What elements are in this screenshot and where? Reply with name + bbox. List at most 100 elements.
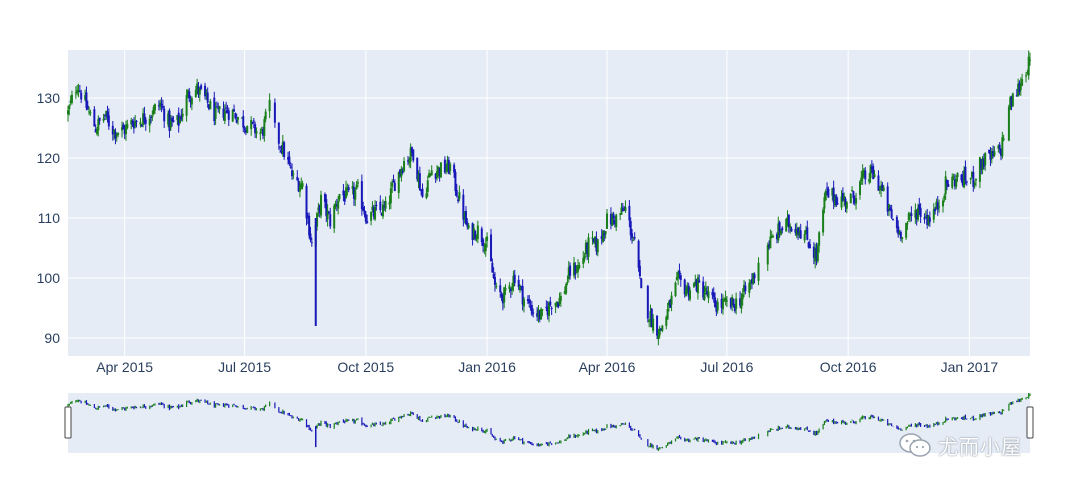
candle-body <box>864 170 867 180</box>
candle-body <box>637 240 640 268</box>
candle-body <box>215 106 218 108</box>
candle-body <box>495 285 498 287</box>
candle-body <box>383 206 386 208</box>
candle-body <box>965 181 968 183</box>
candle-body <box>971 171 974 177</box>
candle-body <box>360 181 363 210</box>
candle-body <box>545 306 548 309</box>
candle-body <box>438 168 441 176</box>
range-slider-left-handle[interactable] <box>64 406 72 439</box>
candle-body <box>447 160 450 174</box>
candle-body <box>723 299 726 301</box>
candle-body <box>706 291 709 295</box>
candle-body <box>666 309 669 320</box>
candle-body <box>113 129 116 134</box>
candle-body <box>281 141 284 155</box>
candle-body <box>77 90 80 92</box>
candle-body <box>998 144 1001 150</box>
candle-body <box>437 166 440 174</box>
candle-body <box>787 215 790 228</box>
candle-body <box>179 117 182 124</box>
candle-body <box>804 230 807 235</box>
candle-body <box>226 110 229 114</box>
candle-body <box>889 207 892 211</box>
candle-body <box>124 125 127 135</box>
candle-body <box>171 117 174 122</box>
candle-body <box>93 109 96 127</box>
x-tick-label: Jan 2017 <box>941 359 999 375</box>
candle-body <box>208 104 211 110</box>
candle-body <box>942 200 945 207</box>
candle-body <box>823 197 826 209</box>
candle-body <box>646 285 649 319</box>
candle-body <box>252 120 255 122</box>
candle-body <box>945 179 948 184</box>
candle-body <box>812 246 815 258</box>
candle-body <box>296 176 299 181</box>
candle-body <box>97 119 100 131</box>
candle-body <box>789 225 792 229</box>
candle-body <box>624 207 627 212</box>
candle-body <box>1025 75 1028 77</box>
candle-body <box>400 168 403 177</box>
candle-body <box>105 110 108 116</box>
candle-body <box>559 295 562 301</box>
candle-body <box>799 230 802 239</box>
candle-body <box>492 273 495 279</box>
candle-body <box>969 177 972 180</box>
candle-body <box>200 85 203 89</box>
candle-body <box>677 272 680 278</box>
range-slider[interactable] <box>64 393 1034 453</box>
candle-body <box>633 237 636 239</box>
candle-body <box>102 118 105 121</box>
candle-body <box>678 270 681 274</box>
candle-body <box>391 182 394 187</box>
candle-body <box>351 186 354 190</box>
candle-body <box>334 203 337 207</box>
candle-body <box>409 147 412 162</box>
candle-body <box>337 200 340 209</box>
candle-body <box>354 190 357 200</box>
candle-body <box>652 318 655 331</box>
candle-body <box>729 298 732 308</box>
candle-body <box>1021 79 1024 86</box>
candle-body <box>536 313 539 317</box>
candle-body <box>733 305 736 312</box>
candle-body <box>872 166 875 180</box>
candle-body <box>169 120 172 128</box>
candle-body <box>806 227 809 240</box>
candle-body <box>910 213 913 216</box>
candle-body <box>144 119 147 124</box>
candle-body <box>927 216 930 225</box>
candle-body <box>566 282 569 284</box>
candle-body <box>772 236 775 238</box>
candle-body <box>318 205 321 213</box>
x-tick-label: Oct 2015 <box>337 359 394 375</box>
candle-body <box>366 221 369 224</box>
candle-body <box>851 190 854 192</box>
candle-body <box>89 112 92 114</box>
candle-body <box>372 207 375 217</box>
candle-body <box>131 121 134 125</box>
candle-body <box>665 316 668 326</box>
candle-body <box>711 292 714 296</box>
candle-body <box>731 296 734 306</box>
candle-body <box>909 214 912 216</box>
candle-body <box>161 106 164 108</box>
candle-body <box>251 122 254 124</box>
candle-body <box>106 111 109 118</box>
candle-body <box>327 212 330 214</box>
candle-body <box>406 160 409 162</box>
range-slider-right-handle[interactable] <box>1026 406 1034 439</box>
candle-body <box>990 151 993 159</box>
candle-body <box>320 194 323 216</box>
candle-body <box>944 176 947 195</box>
candle-body <box>243 127 246 129</box>
candle-body <box>897 226 900 235</box>
candle-body <box>375 204 378 206</box>
candle-body <box>749 281 752 284</box>
candle-body <box>947 184 950 187</box>
candle-body <box>323 193 326 202</box>
candle-body <box>993 151 996 156</box>
